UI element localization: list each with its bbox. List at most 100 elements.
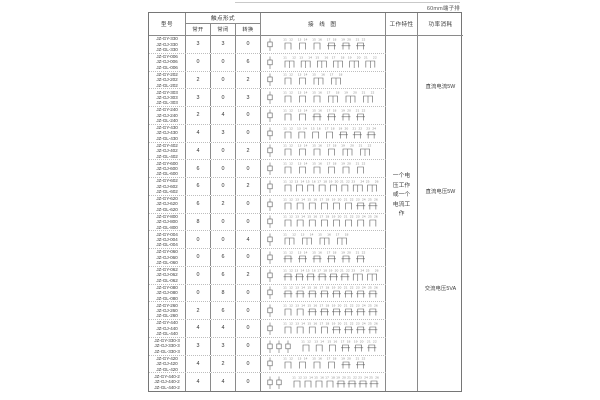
svg-text:25: 25 (368, 321, 372, 325)
no-count-cell: 6 (186, 195, 211, 213)
model-cell: JZ-GY-303 JZ-GJ-303 JZ-GL-303 (149, 89, 186, 106)
svg-text:15: 15 (312, 73, 316, 77)
svg-text:21: 21 (356, 357, 360, 361)
nc-count-cell: 0 (211, 53, 236, 71)
svg-text:26: 26 (374, 215, 378, 219)
nc-count-cell: 0 (211, 142, 236, 160)
model-number: JZ-GY-303 (156, 89, 178, 95)
svg-text:11: 11 (283, 233, 287, 237)
svg-text:18: 18 (331, 375, 335, 379)
model-number: JZ-GL-202 (156, 82, 178, 88)
svg-text:11: 11 (283, 357, 287, 361)
table-row: JZ-GY-620 JZ-GJ-620 JZ-GL-620 6 2 0 11 12 13… (149, 195, 386, 214)
svg-text:18: 18 (323, 268, 327, 272)
wiring-cell: 11 12 13 14 15 16 17 18 19 20 21 22 23 24 25 26 (261, 213, 386, 231)
nc-count-cell: 6 (211, 266, 236, 284)
co-count-cell: 3 (236, 89, 261, 106)
table-row: JZ-GY-080 JZ-GJ-080 JZ-GL-080 0 8 0 11 12 13… (149, 284, 386, 303)
svg-text:12: 12 (289, 197, 293, 201)
svg-text:25: 25 (369, 375, 373, 379)
svg-text:12: 12 (292, 233, 296, 237)
svg-text:16: 16 (313, 321, 317, 325)
nc-count-cell: 3 (211, 337, 236, 355)
svg-text:12: 12 (289, 162, 293, 166)
svg-text:22: 22 (362, 108, 366, 112)
svg-text:22: 22 (350, 286, 354, 290)
svg-text:25: 25 (368, 304, 372, 308)
wiring-cell: 11 12 13 14 15 16 17 18 (261, 71, 386, 89)
svg-text:14: 14 (301, 304, 305, 308)
svg-text:22: 22 (350, 321, 354, 325)
svg-text:13: 13 (295, 215, 299, 219)
svg-text:16: 16 (312, 179, 316, 183)
svg-text:21: 21 (364, 55, 368, 59)
model-number: JZ-GJ-620 (156, 201, 178, 207)
svg-text:25: 25 (366, 179, 370, 183)
table-row: JZ-GY-440 JZ-GJ-440 JZ-GL-440 4 4 0 11 12 13… (149, 320, 386, 338)
power-note-ac-voltage: 交流电压5VA (424, 286, 457, 292)
svg-text:16: 16 (320, 375, 324, 379)
svg-text:22: 22 (373, 339, 377, 343)
svg-text:19: 19 (341, 144, 345, 148)
svg-text:26: 26 (375, 375, 379, 379)
svg-text:24: 24 (362, 286, 366, 290)
model-number: JZ-GJ-202 (156, 77, 178, 83)
table-row: JZ-GY-602 JZ-GJ-602 JZ-GL-602 6 0 2 11 12 13… (149, 178, 386, 196)
svg-text:16: 16 (327, 233, 331, 237)
svg-text:18: 18 (325, 286, 329, 290)
svg-text:17: 17 (327, 162, 331, 166)
svg-text:20: 20 (350, 144, 354, 148)
svg-text:15: 15 (318, 233, 322, 237)
svg-text:20: 20 (338, 321, 342, 325)
wiring-cell: 11 12 13 14 15 16 17 18 19 20 21 22 (261, 107, 386, 124)
wiring-diagram: 11 12 13 14 15 16 17 18 19 20 21 22 (267, 55, 377, 69)
no-count-cell: 0 (186, 284, 211, 302)
model-number: JZ-GL-260 (156, 313, 178, 319)
svg-text:21: 21 (356, 37, 360, 41)
svg-text:23: 23 (358, 375, 362, 379)
svg-text:14: 14 (304, 73, 308, 77)
svg-text:17: 17 (327, 91, 331, 95)
svg-text:21: 21 (340, 268, 344, 272)
nc-count-cell: 0 (211, 71, 236, 89)
svg-text:11: 11 (283, 268, 287, 272)
table-row: JZ-GY-240 JZ-GJ-240 JZ-GL-240 2 4 0 11 12 13… (149, 107, 386, 125)
svg-text:19: 19 (336, 375, 340, 379)
svg-text:14: 14 (309, 375, 313, 379)
model-cell: JZ-GY-004 JZ-GJ-004 JZ-GL-004 (149, 231, 186, 248)
svg-text:18: 18 (336, 91, 340, 95)
svg-text:20: 20 (342, 375, 346, 379)
svg-text:15: 15 (312, 250, 316, 254)
model-number: JZ-GY-800 (156, 213, 178, 219)
svg-text:19: 19 (344, 91, 348, 95)
svg-text:19: 19 (354, 339, 358, 343)
model-cell: JZ-GY-006 JZ-GJ-006 JZ-GL-006 (149, 53, 186, 71)
svg-text:14: 14 (304, 37, 308, 41)
model-number: JZ-GJ-440 (156, 325, 178, 331)
svg-text:22: 22 (368, 144, 372, 148)
svg-text:13: 13 (299, 55, 303, 59)
wiring-diagram: 11 12 13 14 15 16 17 18 19 20 21 22 23 24 25 26 (267, 286, 378, 300)
nc-count-cell: 4 (211, 320, 236, 337)
no-count-cell: 4 (186, 124, 211, 142)
svg-text:24: 24 (362, 321, 366, 325)
no-count-cell: 3 (186, 36, 211, 53)
power-cell: 直流电流5W 直流电压5W 交流电压5VA (418, 36, 463, 391)
svg-text:21: 21 (356, 250, 360, 254)
svg-text:14: 14 (301, 197, 305, 201)
svg-text:16: 16 (333, 339, 337, 343)
svg-text:13: 13 (298, 250, 302, 254)
svg-text:12: 12 (289, 91, 293, 95)
wiring-cell: 11 12 13 14 15 16 17 18 19 20 21 22 (261, 53, 386, 71)
model-number: JZ-GL-620 (156, 206, 178, 212)
svg-text:14: 14 (304, 250, 308, 254)
svg-text:23: 23 (351, 179, 355, 183)
model-number: JZ-GY-440-2 (154, 374, 180, 380)
svg-text:12: 12 (298, 375, 302, 379)
svg-text:15: 15 (312, 144, 316, 148)
model-cell: JZ-GY-600 JZ-GJ-600 JZ-GL-600 (149, 160, 186, 177)
model-number: JZ-GL-402 (156, 153, 178, 159)
co-count-cell: 0 (236, 36, 261, 53)
svg-text:19: 19 (332, 321, 336, 325)
svg-text:19: 19 (332, 304, 336, 308)
